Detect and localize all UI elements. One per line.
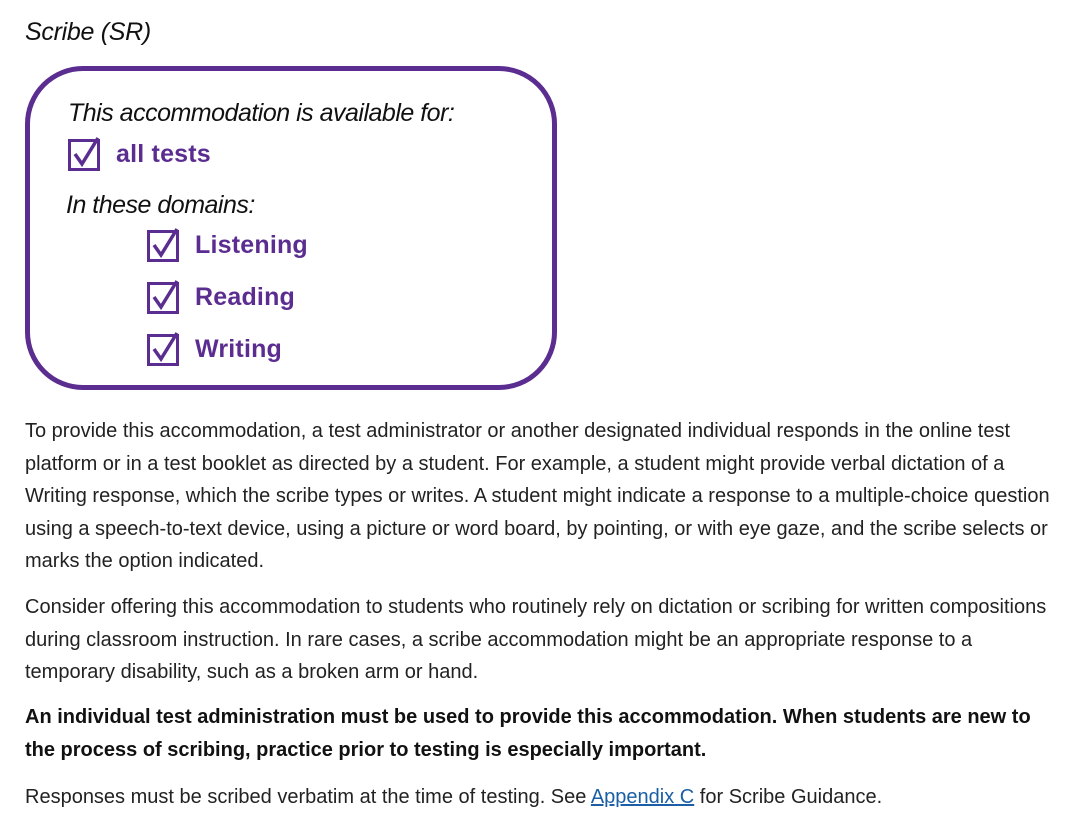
consideration-paragraph: Consider offering this accommodation to … [25,596,1047,684]
availability-box: This accommodation is available for: all… [25,66,557,390]
section-heading: Scribe (SR) [25,18,151,46]
requirement-paragraph: An individual test administration must b… [25,706,1031,761]
guidance-text-before: Responses must be scribed verbatim at th… [25,786,591,808]
domain-label: Writing [195,334,283,363]
checked-box-icon [68,137,100,171]
all-tests-item: all tests [68,137,211,171]
guidance-paragraph: Responses must be scribed verbatim at th… [25,781,1055,814]
domain-label: Listening [195,230,308,259]
guidance-text-after: for Scribe Guidance. [694,786,883,808]
checked-box-icon [147,332,179,366]
domains-label: In these domains: [66,191,255,219]
domain-label: Reading [195,282,296,311]
all-tests-label: all tests [116,139,211,168]
domain-item-listening: Listening [147,228,308,262]
checked-box-icon [147,280,179,314]
domain-item-writing: Writing [147,332,282,366]
appendix-c-link[interactable]: Appendix C [590,786,695,808]
description-paragraph: To provide this accommodation, a test ad… [25,420,1050,573]
checked-box-icon [147,228,179,262]
domain-item-reading: Reading [147,280,295,314]
available-for-label: This accommodation is available for: [68,99,455,127]
